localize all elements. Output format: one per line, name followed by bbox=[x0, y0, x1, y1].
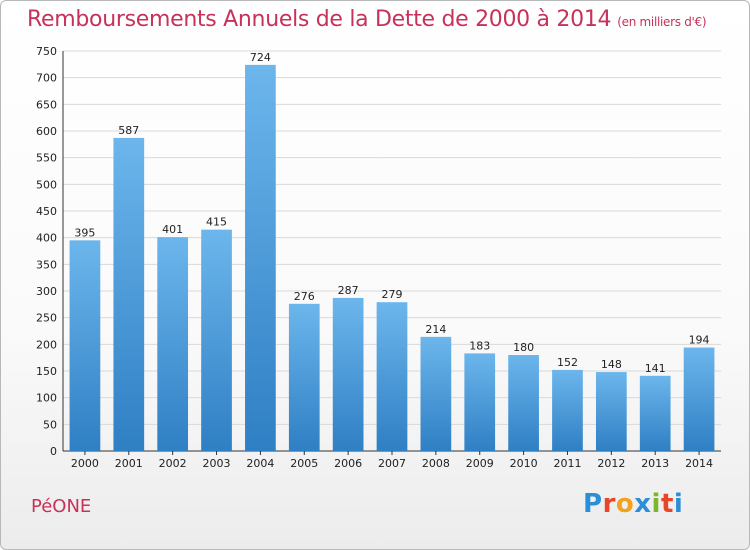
y-tick-label: 250 bbox=[36, 312, 57, 325]
y-tick-label: 150 bbox=[36, 365, 57, 378]
data-label: 183 bbox=[469, 339, 490, 352]
y-tick-label: 600 bbox=[36, 125, 57, 138]
proxiti-logo: Proxiti bbox=[583, 489, 683, 519]
bar bbox=[113, 137, 145, 451]
logo-letter: o bbox=[615, 489, 635, 519]
x-tick-label: 2007 bbox=[378, 457, 406, 470]
data-label: 279 bbox=[382, 288, 403, 301]
x-tick-label: 2011 bbox=[553, 457, 581, 470]
data-label: 180 bbox=[513, 341, 534, 354]
x-tick-label: 2008 bbox=[422, 457, 450, 470]
bar bbox=[508, 355, 539, 451]
bar bbox=[69, 240, 101, 451]
y-tick-label: 700 bbox=[36, 72, 57, 85]
x-tick-label: 2010 bbox=[510, 457, 538, 470]
data-label: 148 bbox=[601, 358, 622, 371]
y-tick-label: 750 bbox=[36, 45, 57, 58]
data-label: 401 bbox=[162, 223, 183, 236]
commune-name: PéONE bbox=[31, 496, 92, 517]
bar bbox=[639, 375, 671, 451]
y-tick-label: 550 bbox=[36, 152, 57, 165]
data-label: 214 bbox=[425, 323, 446, 336]
x-tick-label: 2012 bbox=[597, 457, 625, 470]
bar bbox=[201, 229, 232, 451]
bar bbox=[288, 303, 320, 451]
y-tick-label: 100 bbox=[36, 392, 57, 405]
chart-title: Remboursements Annuels de la Dette de 20… bbox=[27, 7, 707, 32]
x-tick-label: 2004 bbox=[246, 457, 274, 470]
chart-title-text: Remboursements Annuels de la Dette de 20… bbox=[27, 7, 612, 32]
logo-letter: i bbox=[651, 489, 661, 519]
x-tick-label: 2006 bbox=[334, 457, 362, 470]
y-tick-label: 200 bbox=[36, 338, 57, 351]
y-tick-label: 350 bbox=[36, 258, 57, 271]
y-tick-label: 0 bbox=[50, 445, 57, 458]
logo-letter: i bbox=[673, 489, 684, 519]
bar bbox=[245, 64, 276, 451]
data-label: 587 bbox=[118, 124, 139, 137]
data-label: 415 bbox=[206, 216, 227, 229]
bar bbox=[420, 336, 452, 451]
x-tick-label: 2013 bbox=[641, 457, 669, 470]
bar bbox=[595, 372, 627, 451]
data-label: 395 bbox=[74, 226, 95, 239]
data-label: 287 bbox=[338, 284, 359, 297]
bar bbox=[464, 353, 496, 451]
x-tick-label: 2002 bbox=[159, 457, 187, 470]
data-label: 152 bbox=[557, 356, 578, 369]
y-tick-label: 50 bbox=[43, 418, 57, 431]
x-tick-label: 2003 bbox=[203, 457, 231, 470]
logo-letter: r bbox=[602, 489, 616, 519]
x-tick-label: 2000 bbox=[71, 457, 99, 470]
x-tick-label: 2009 bbox=[466, 457, 494, 470]
data-label: 276 bbox=[294, 290, 315, 303]
logo-letter: P bbox=[583, 489, 603, 519]
chart-subtitle: (en milliers d'€) bbox=[617, 15, 707, 29]
data-label: 141 bbox=[645, 362, 666, 375]
y-tick-label: 300 bbox=[36, 285, 57, 298]
y-tick-label: 400 bbox=[36, 232, 57, 245]
data-label: 194 bbox=[689, 334, 710, 347]
bar bbox=[157, 237, 189, 451]
y-tick-label: 650 bbox=[36, 98, 57, 111]
x-tick-label: 2001 bbox=[115, 457, 143, 470]
bar bbox=[683, 347, 715, 451]
bar bbox=[552, 369, 583, 451]
data-label: 724 bbox=[250, 51, 271, 64]
x-tick-label: 2014 bbox=[685, 457, 713, 470]
bar bbox=[332, 297, 364, 451]
y-tick-label: 450 bbox=[36, 205, 57, 218]
y-tick-label: 500 bbox=[36, 178, 57, 191]
logo-letter: t bbox=[660, 489, 674, 519]
x-tick-label: 2005 bbox=[290, 457, 318, 470]
bar bbox=[376, 302, 408, 451]
logo-letter: x bbox=[634, 489, 652, 519]
